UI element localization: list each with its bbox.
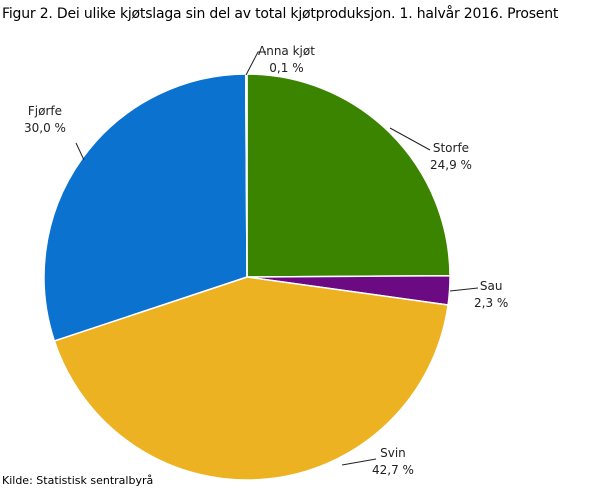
leader-line <box>75 142 85 161</box>
label-storfe: Storfe 24,9 % <box>430 141 472 172</box>
label-fjorfe: Fjørfe 30,0 % <box>24 104 66 135</box>
slice-svin <box>53 276 449 481</box>
slice-storfe <box>246 73 451 278</box>
chart-title: Figur 2. Dei ulike kjøtslaga sin del av … <box>2 6 559 22</box>
label-svin: Svin 42,7 % <box>372 446 414 477</box>
leader-line <box>245 51 266 76</box>
label-anna-kjot: Anna kjøt 0,1 % <box>258 44 315 75</box>
leader-line <box>449 287 479 292</box>
leader-line <box>341 458 377 466</box>
leader-line <box>389 127 431 151</box>
label-sau: Sau 2,3 % <box>474 279 509 310</box>
slice-fjørfe <box>43 73 248 342</box>
source-note: Kilde: Statistisk sentralbyrå <box>2 474 154 487</box>
